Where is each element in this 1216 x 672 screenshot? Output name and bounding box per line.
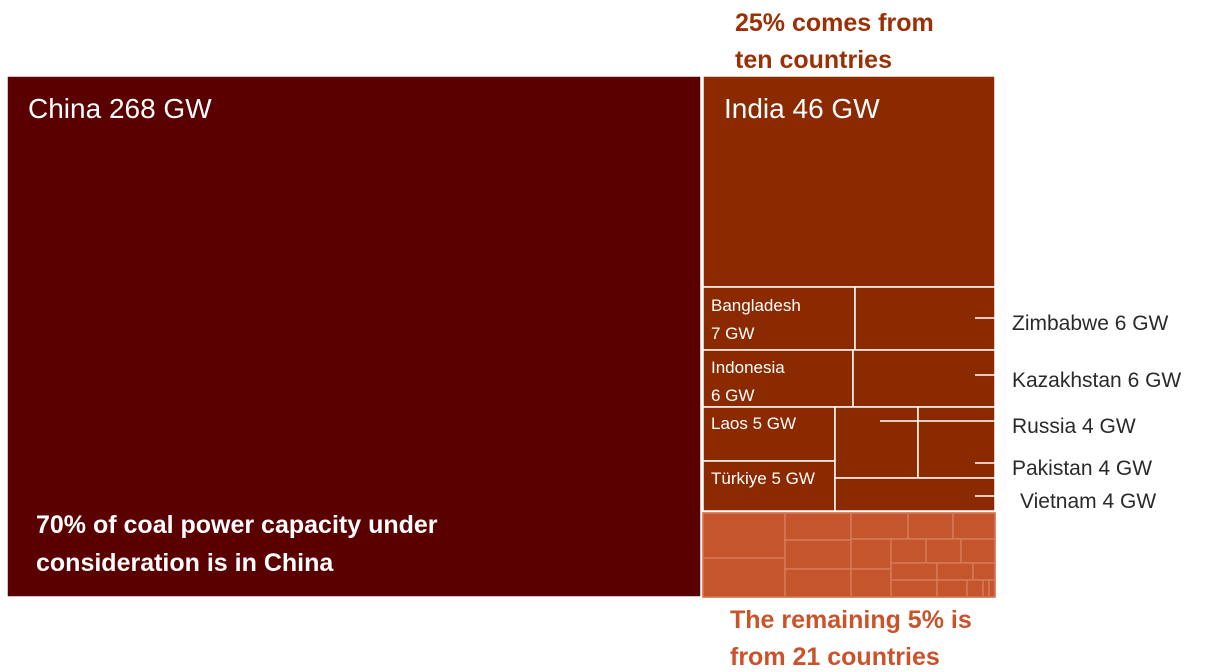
treemap-cell-remaining-11 — [925, 538, 962, 564]
treemap-cell-remaining-1 — [702, 512, 786, 559]
annotation-china-line-1: 70% of coal power capacity under — [36, 511, 438, 539]
cell-label-bangladesh-name: Bangladesh — [711, 296, 801, 315]
annotation-top-line-2: ten countries — [735, 46, 892, 74]
callout-label-pakistan: Pakistan 4 GW — [1012, 457, 1152, 480]
cell-label-bangladesh-value: 7 GW — [711, 324, 754, 343]
treemap-cell-remaining-14 — [890, 562, 938, 581]
cell-label-laos: Laos 5 GW — [711, 414, 796, 433]
treemap-cell-zimbabwe — [854, 286, 996, 351]
callout-label-zimbabwe: Zimbabwe 6 GW — [1012, 312, 1169, 335]
cell-label-china: China 268 GW — [28, 93, 212, 124]
cell-label-india: India 46 GW — [724, 93, 880, 124]
callout-label-vietnam: Vietnam 4 GW — [1020, 490, 1156, 513]
treemap-cell-china — [6, 75, 702, 598]
annotation-top-line-1: 25% comes from — [735, 9, 934, 37]
treemap-cell-remaining-10 — [890, 538, 927, 564]
treemap-cell-remaining-16 — [972, 562, 996, 581]
treemap-cell-remaining-15 — [936, 562, 974, 581]
cell-label-indonesia-name: Indonesia — [711, 358, 785, 377]
treemap-cell-vietnam — [834, 477, 996, 512]
treemap-cell-remaining-9 — [850, 538, 892, 570]
treemap-cell-remaining-8 — [952, 512, 996, 540]
treemap-cell-russia — [834, 406, 919, 479]
treemap-cell-remaining-18 — [936, 579, 968, 598]
treemap-cell-remaining-13 — [850, 568, 892, 598]
treemap-cell-remaining-19 — [966, 579, 984, 598]
treemap-cell-remaining-2 — [702, 557, 786, 598]
treemap-cell-remaining-3 — [784, 512, 852, 541]
callout-label-kazakhstan: Kazakhstan 6 GW — [1012, 369, 1181, 392]
annotation-bottom-line-1: The remaining 5% is — [730, 606, 972, 634]
treemap-cell-remaining-21 — [988, 579, 996, 598]
treemap-cell-remaining-7 — [907, 512, 954, 540]
cell-label-indonesia-value: 6 GW — [711, 386, 754, 405]
treemap-cell-remaining-12 — [960, 538, 996, 564]
callout-label-russia: Russia 4 GW — [1012, 415, 1136, 438]
treemap-cell-remaining-17 — [890, 579, 938, 598]
treemap-cell-remaining-6 — [850, 512, 909, 540]
treemap-cell-remaining-5 — [784, 568, 852, 598]
treemap-cell-india — [702, 75, 996, 288]
treemap-cell-laos — [702, 406, 836, 462]
treemap-cell-turkiye — [702, 460, 836, 512]
cell-label-turkiye: Türkiye 5 GW — [711, 469, 815, 488]
treemap-cell-kazakhstan — [852, 349, 996, 408]
annotation-bottom-line-2: from 21 countries — [730, 643, 940, 671]
annotation-china-line-2: consideration is in China — [36, 549, 334, 577]
treemap-cell-pakistan — [917, 406, 996, 479]
treemap-cell-remaining-20 — [982, 579, 990, 598]
treemap-cell-remaining-4 — [784, 539, 852, 570]
